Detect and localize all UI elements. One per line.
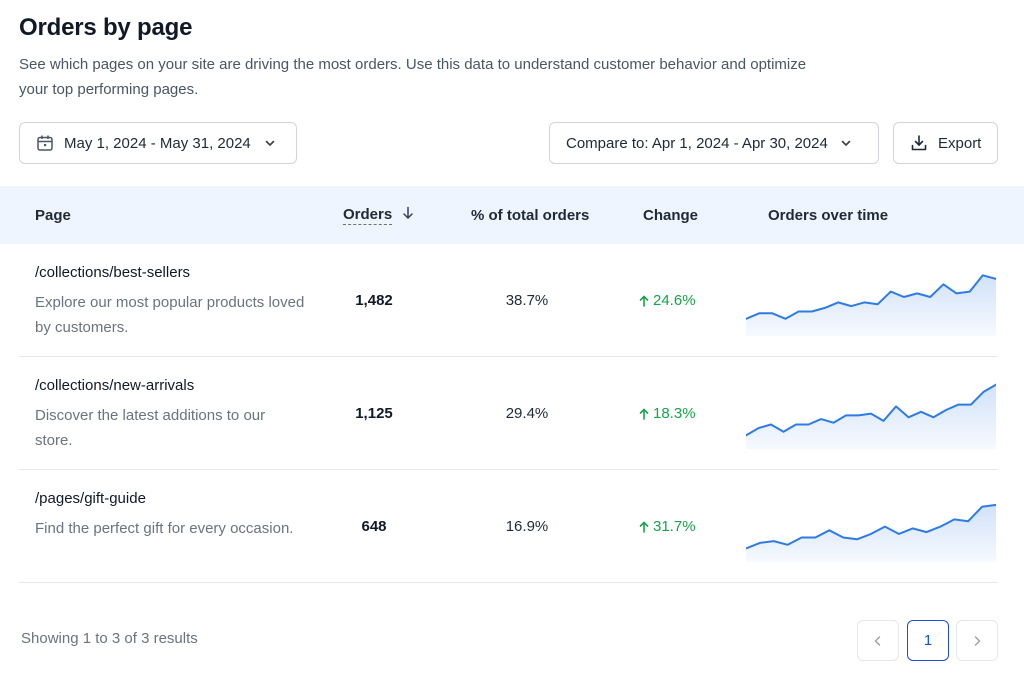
change-value-text: 24.6%	[653, 292, 696, 309]
column-header-trend: Orders over time	[768, 206, 889, 224]
page-description-cell: Discover the latest additions to our sto…	[35, 407, 266, 449]
sparkline-line	[746, 274, 996, 320]
results-summary: Showing 1 to 3 of 3 results	[21, 630, 198, 647]
sparkline-line	[746, 503, 996, 550]
column-header-change[interactable]: Change	[643, 206, 699, 224]
orders-count: 1,125	[355, 405, 393, 422]
calendar-icon	[36, 134, 54, 152]
page-path[interactable]: /pages/gift-guide	[35, 490, 146, 507]
page-path[interactable]: /collections/best-sellers	[35, 264, 191, 281]
chevron-down-icon	[264, 137, 276, 149]
table-row[interactable]: /pages/gift-guide Find the perfect gift …	[19, 470, 998, 583]
table-row[interactable]: /collections/new-arrivals Discover the l…	[19, 357, 998, 470]
change-value-text: 18.3%	[653, 405, 696, 422]
column-header-page[interactable]: Page	[35, 206, 71, 224]
arrow-up-icon	[639, 521, 649, 533]
orders-count: 648	[361, 518, 387, 535]
column-header-pct[interactable]: % of total orders	[471, 206, 590, 224]
date-range-button[interactable]: May 1, 2024 - May 31, 2024	[19, 122, 297, 164]
orders-percent: 38.7%	[505, 292, 549, 309]
sparkline	[746, 503, 996, 562]
page-description-cell: Explore our most popular products loved …	[35, 294, 305, 336]
compare-range-label: Compare to: Apr 1, 2024 - Apr 30, 2024	[566, 134, 828, 152]
sparkline-area	[746, 384, 996, 449]
page-button-current[interactable]: 1	[907, 620, 949, 661]
chevron-right-icon	[974, 635, 981, 646]
chevron-left-icon	[874, 635, 881, 646]
table-header: Page Orders % of total orders Change Ord…	[0, 186, 1024, 244]
next-page-button[interactable]	[956, 620, 998, 661]
arrow-up-icon	[639, 295, 649, 307]
change-value: 24.6%	[639, 244, 696, 357]
page-title: Orders by page	[19, 14, 193, 41]
sparkline-area	[746, 275, 996, 336]
arrow-down-icon	[402, 206, 414, 224]
sparkline	[746, 383, 996, 449]
change-value: 18.3%	[639, 357, 696, 470]
sparkline	[746, 274, 996, 336]
change-value-text: 31.7%	[653, 518, 696, 535]
page-description-cell: Find the perfect gift for every occasion…	[35, 520, 294, 537]
prev-page-button[interactable]	[857, 620, 899, 661]
page-description: See which pages on your site are driving…	[19, 56, 807, 98]
download-icon	[910, 134, 928, 152]
sparkline-line	[746, 383, 996, 437]
orders-percent: 16.9%	[505, 518, 549, 535]
arrow-up-icon	[639, 408, 649, 420]
export-label: Export	[938, 134, 982, 152]
page-path[interactable]: /collections/new-arrivals	[35, 377, 195, 394]
export-button[interactable]: Export	[893, 122, 998, 164]
sparkline-area	[746, 504, 996, 562]
compare-range-button[interactable]: Compare to: Apr 1, 2024 - Apr 30, 2024	[549, 122, 879, 164]
orders-percent: 29.4%	[505, 405, 549, 422]
orders-count: 1,482	[355, 292, 393, 309]
table-row[interactable]: /collections/best-sellers Explore our mo…	[19, 244, 998, 357]
date-range-label: May 1, 2024 - May 31, 2024	[64, 134, 251, 152]
column-header-orders-label: Orders	[343, 205, 393, 225]
chevron-down-icon	[840, 137, 852, 149]
change-value: 31.7%	[639, 470, 696, 583]
column-header-orders[interactable]: Orders	[343, 186, 414, 244]
